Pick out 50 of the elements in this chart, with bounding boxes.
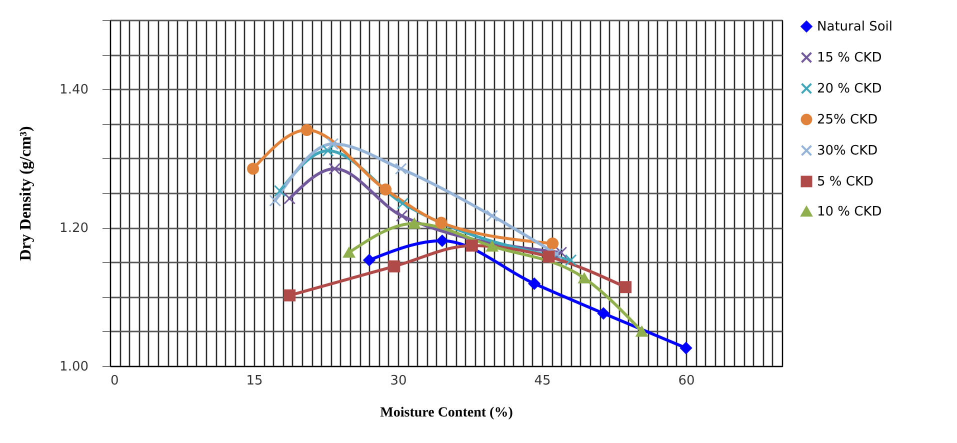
y-axis-title: Dry Density (g/cm³) xyxy=(18,126,35,261)
x-tick-label: 45 xyxy=(534,374,551,388)
legend-label: 5 % CKD xyxy=(817,174,874,190)
point xyxy=(486,240,498,252)
point xyxy=(528,278,540,290)
point xyxy=(328,162,341,175)
point xyxy=(466,240,478,252)
legend-label: 15 % CKD xyxy=(817,50,882,66)
point xyxy=(394,162,407,175)
x-tick-label: 60 xyxy=(678,374,695,388)
point xyxy=(380,184,392,196)
legend-label: 30% CKD xyxy=(817,144,878,158)
x-tick-label: 30 xyxy=(390,374,407,388)
point xyxy=(546,238,559,250)
y-tick-label: 1.40 xyxy=(60,82,88,98)
point xyxy=(274,184,286,197)
point xyxy=(550,248,562,260)
point xyxy=(388,260,400,272)
point xyxy=(555,246,568,259)
point xyxy=(284,192,296,205)
point xyxy=(597,307,610,320)
point xyxy=(636,326,648,337)
legend-label: 20 % CKD xyxy=(817,82,882,96)
x-tick-label: 15 xyxy=(246,374,263,388)
point xyxy=(247,162,260,175)
point xyxy=(435,216,448,229)
point xyxy=(269,194,282,207)
y-tick-label: 1.20 xyxy=(60,221,88,236)
point xyxy=(396,210,408,222)
y-tick-label: 1.00 xyxy=(60,360,88,374)
point xyxy=(564,254,577,266)
point xyxy=(363,254,376,266)
point xyxy=(322,144,334,157)
point xyxy=(620,281,632,294)
point xyxy=(542,250,555,263)
legend-label: 25% CKD xyxy=(817,112,878,128)
point xyxy=(578,272,590,284)
x-tick-label: 0 xyxy=(110,374,119,388)
point xyxy=(300,124,313,136)
point xyxy=(396,197,409,210)
x-axis-title: Moisture Content (%) xyxy=(380,406,514,420)
point xyxy=(486,210,498,222)
legend-label: Natural Soil xyxy=(817,20,893,34)
point xyxy=(408,218,420,229)
point xyxy=(343,247,356,258)
point xyxy=(680,342,692,354)
legend-label: 10 % CKD xyxy=(817,204,882,220)
point xyxy=(284,289,296,302)
point xyxy=(326,138,339,150)
point xyxy=(436,234,448,247)
